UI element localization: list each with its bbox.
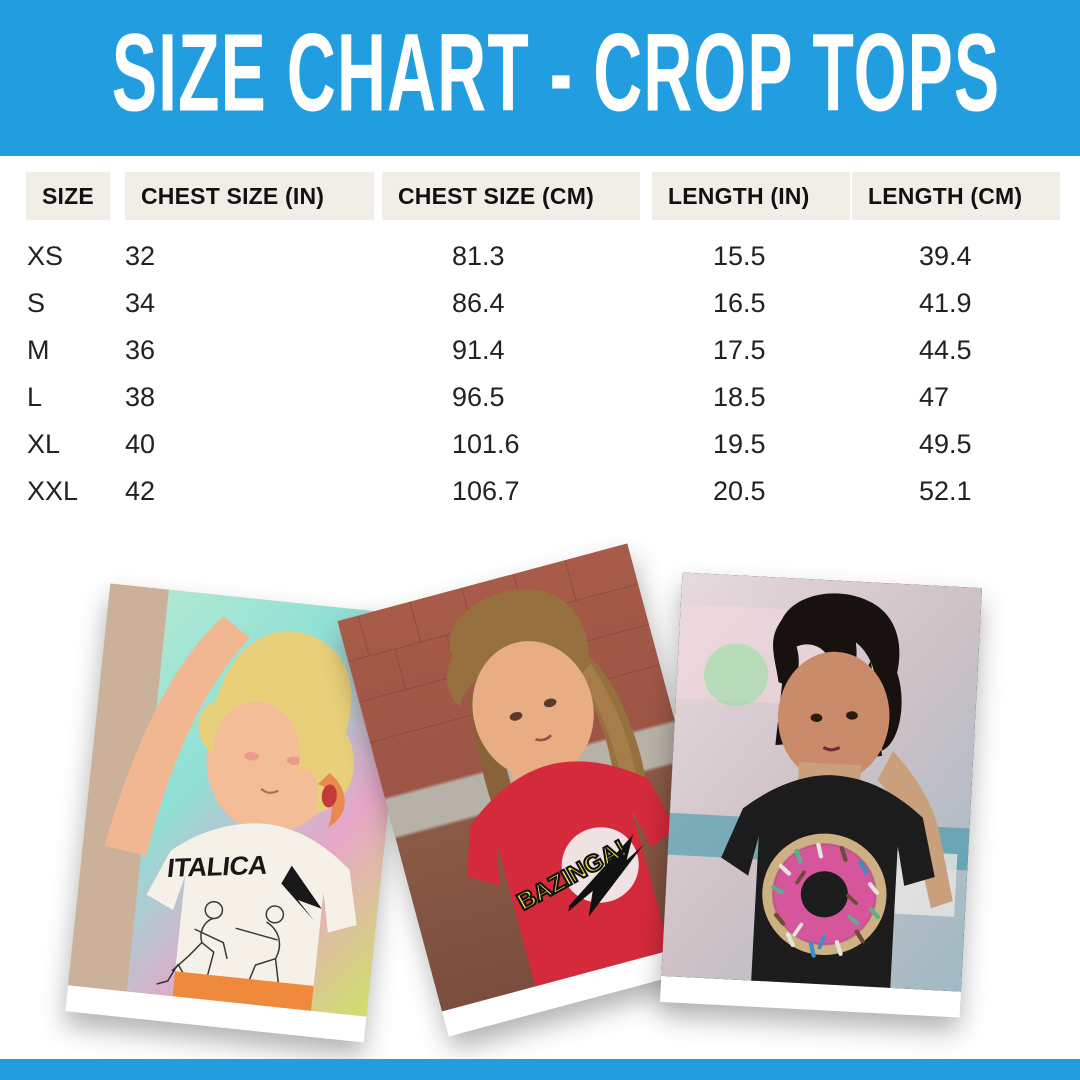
svg-text:ITALICA: ITALICA [166,850,269,883]
